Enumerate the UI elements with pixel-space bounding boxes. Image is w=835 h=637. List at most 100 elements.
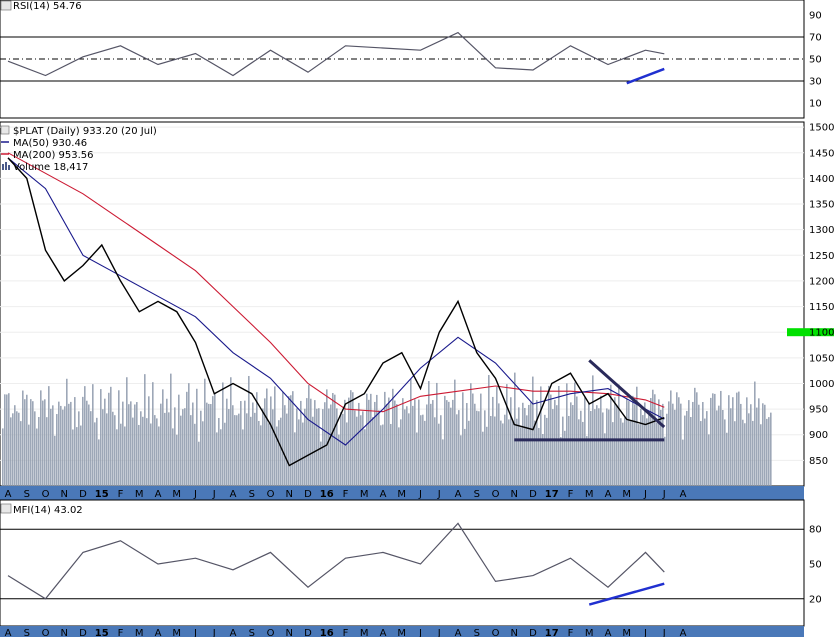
- volume-bar: [432, 400, 434, 486]
- price-tick-label: 1300: [809, 225, 834, 236]
- volume-bar: [530, 402, 532, 486]
- x-tick-label: M: [360, 628, 369, 637]
- volume-bar: [688, 400, 690, 486]
- volume-bar: [92, 384, 94, 486]
- volume-bar: [542, 434, 544, 486]
- volume-bar: [304, 408, 306, 486]
- volume-bar: [424, 420, 426, 486]
- price-tick-label: 1350: [809, 200, 834, 211]
- volume-bar: [498, 403, 500, 486]
- volume-bars: [2, 372, 772, 486]
- volume-bar: [86, 400, 88, 486]
- volume-bar: [764, 404, 766, 486]
- volume-bar: [438, 423, 440, 486]
- volume-bar: [56, 414, 58, 486]
- price-tick-label: 1500: [809, 123, 834, 134]
- volume-bar: [44, 399, 46, 486]
- volume-bar: [710, 397, 712, 486]
- volume-bar: [330, 404, 332, 486]
- volume-bar: [672, 403, 674, 486]
- x-tick-label: F: [568, 489, 574, 500]
- volume-bar: [402, 398, 404, 486]
- volume-bar: [180, 415, 182, 486]
- volume-bar: [366, 393, 368, 486]
- volume-bar: [398, 427, 400, 486]
- volume-bar: [644, 402, 646, 486]
- volume-bar: [466, 403, 468, 486]
- price-tick-labels: 1500 1450 1400 1350 1300 1250 1200 1150 1100 1050…: [809, 123, 834, 467]
- volume-bar: [196, 388, 198, 486]
- volume-bar: [464, 428, 466, 486]
- ma50-line: [7, 157, 665, 446]
- volume-bar: [618, 384, 620, 486]
- volume-bar: [36, 428, 38, 486]
- x-tick-label: N: [286, 628, 293, 637]
- volume-bar: [520, 427, 522, 486]
- volume-bar: [420, 415, 422, 486]
- volume-bar: [108, 392, 110, 486]
- volume-bar: [30, 399, 32, 486]
- volume-bar: [152, 382, 154, 486]
- volume-bar: [598, 408, 600, 486]
- volume-bar: [38, 417, 40, 486]
- volume-bar: [640, 408, 642, 486]
- volume-bar: [562, 416, 564, 486]
- x-tick-label: S: [474, 628, 480, 637]
- volume-bar: [572, 405, 574, 486]
- price-line: [7, 157, 665, 467]
- x-tick-label: A: [155, 489, 162, 500]
- volume-bar: [610, 384, 612, 486]
- volume-bar: [766, 418, 768, 486]
- price-legend-icon: [0, 125, 10, 135]
- x-tick-label: A: [680, 489, 687, 500]
- x-tick-label: D: [79, 628, 87, 637]
- x-tick-label: O: [492, 489, 500, 500]
- volume-bar: [724, 419, 726, 486]
- volume-bar: [338, 434, 340, 486]
- volume-bar: [546, 417, 548, 486]
- volume-bar: [280, 417, 282, 486]
- volume-bar: [482, 431, 484, 486]
- volume-bar: [400, 419, 402, 486]
- volume-bar: [276, 426, 278, 486]
- volume-bar: [300, 400, 302, 486]
- volume-bar: [392, 388, 394, 486]
- volume-bar: [98, 439, 100, 486]
- volume-bar: [552, 409, 554, 486]
- volume-bar: [112, 411, 114, 486]
- volume-bar: [186, 391, 188, 486]
- volume-bar: [78, 411, 80, 486]
- price-panel: 1500 1450 1400 1350 1300 1250 1200 1150 1100 1050…: [0, 121, 834, 487]
- volume-bar: [606, 408, 608, 486]
- volume-bar: [730, 408, 732, 486]
- volume-bar: [278, 420, 280, 486]
- volume-bar: [454, 379, 456, 486]
- price-tick-label: 1200: [809, 276, 834, 287]
- x-tick-label: A: [605, 628, 612, 637]
- x-tick-label: A: [5, 489, 12, 500]
- volume-bar: [612, 422, 614, 486]
- volume-bar: [616, 405, 618, 486]
- volume-bar: [256, 392, 258, 486]
- volume-bar: [538, 427, 540, 486]
- volume-bar: [742, 419, 744, 486]
- volume-bar: [184, 408, 186, 486]
- volume-bar: [592, 375, 594, 486]
- volume-bar: [656, 422, 658, 486]
- volume-bar: [582, 421, 584, 486]
- volume-bar: [70, 401, 72, 486]
- volume-bar: [646, 418, 648, 486]
- volume-bar: [394, 400, 396, 486]
- volume-bar: [478, 411, 480, 486]
- x-tick-label: J: [662, 489, 666, 500]
- mfi-legend-icon: [0, 503, 12, 514]
- x-tick-label: M: [622, 489, 631, 500]
- volume-bar: [288, 396, 290, 486]
- volume-bar: [32, 401, 34, 486]
- volume-bar: [222, 382, 224, 486]
- volume-bar: [140, 411, 142, 486]
- volume-bar: [462, 392, 464, 486]
- volume-bar: [18, 412, 20, 486]
- volume-bar: [500, 420, 502, 486]
- volume-bar: [666, 413, 668, 486]
